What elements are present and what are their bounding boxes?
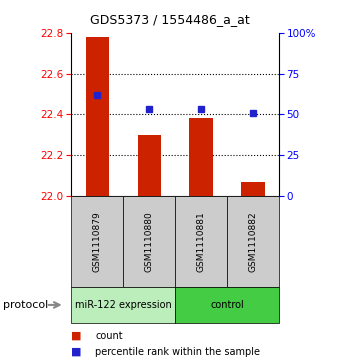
- Text: protocol: protocol: [3, 300, 49, 310]
- Bar: [86, 37, 109, 196]
- Text: control: control: [210, 300, 244, 310]
- Text: GSM1110881: GSM1110881: [197, 211, 205, 272]
- Bar: [241, 182, 265, 196]
- Text: count: count: [95, 331, 123, 341]
- Bar: [189, 118, 213, 196]
- Text: ■: ■: [71, 331, 82, 341]
- Bar: [137, 135, 161, 196]
- Text: GSM1110880: GSM1110880: [145, 211, 154, 272]
- Text: miR-122 expression: miR-122 expression: [75, 300, 172, 310]
- Text: GDS5373 / 1554486_a_at: GDS5373 / 1554486_a_at: [90, 13, 250, 26]
- Text: ■: ■: [71, 347, 82, 357]
- Text: GSM1110879: GSM1110879: [93, 211, 102, 272]
- Text: GSM1110882: GSM1110882: [249, 211, 257, 272]
- Text: percentile rank within the sample: percentile rank within the sample: [95, 347, 260, 357]
